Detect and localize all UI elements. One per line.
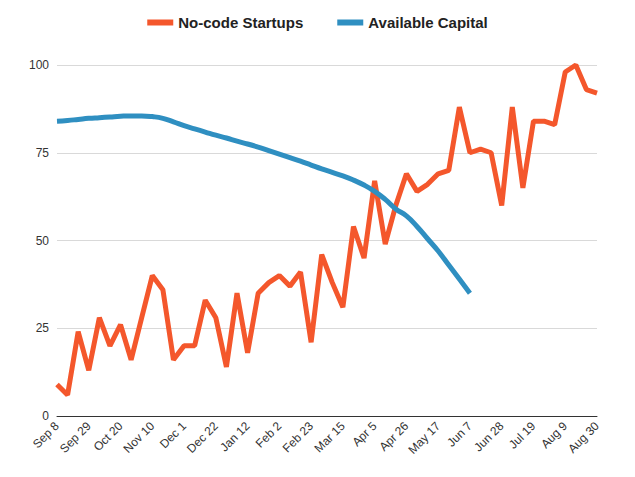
svg-text:Jul 19: Jul 19 [506, 419, 539, 452]
svg-text:Feb 2: Feb 2 [252, 419, 285, 451]
svg-text:Mar 15: Mar 15 [312, 419, 349, 456]
svg-text:Apr 5: Apr 5 [349, 419, 379, 449]
svg-text:Jun 7: Jun 7 [444, 419, 475, 450]
svg-text:May 17: May 17 [405, 419, 443, 457]
svg-text:Jun 28: Jun 28 [471, 419, 507, 455]
svg-text:Aug 9: Aug 9 [538, 419, 571, 452]
svg-text:Jan 12: Jan 12 [217, 419, 253, 455]
svg-text:Sep 8: Sep 8 [29, 419, 62, 452]
svg-text:Dec 22: Dec 22 [184, 419, 221, 456]
svg-text:Aug 30: Aug 30 [565, 419, 602, 456]
svg-text:50: 50 [36, 234, 50, 248]
svg-text:75: 75 [36, 146, 50, 160]
svg-text:25: 25 [36, 321, 50, 335]
svg-text:Sep 29: Sep 29 [57, 419, 94, 456]
svg-text:0: 0 [42, 409, 49, 423]
svg-text:Nov 10: Nov 10 [120, 419, 157, 456]
svg-text:Available Capital: Available Capital [368, 14, 488, 31]
svg-text:Oct 20: Oct 20 [91, 419, 126, 454]
svg-text:Feb 23: Feb 23 [280, 419, 317, 456]
svg-text:Dec 1: Dec 1 [157, 419, 189, 452]
svg-text:No-code Startups: No-code Startups [178, 14, 303, 31]
svg-text:Apr 26: Apr 26 [376, 419, 412, 454]
svg-text:100: 100 [29, 58, 49, 72]
